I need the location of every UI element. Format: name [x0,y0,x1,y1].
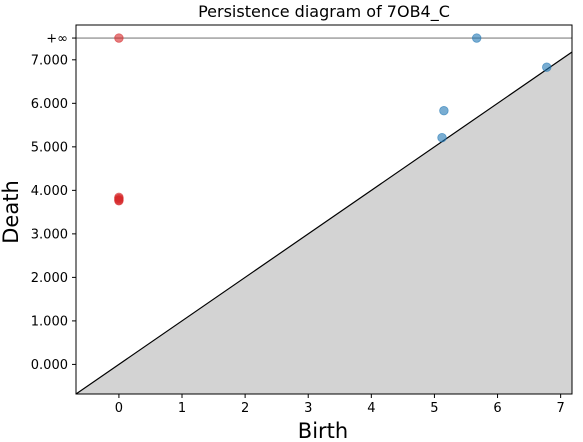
y-tick-label: 3.000 [31,227,68,242]
y-tick-label: 2.000 [31,271,68,286]
x-tick-label: 7 [557,401,565,416]
y-tick-label: 5.000 [31,140,68,155]
x-tick-label: 3 [304,401,312,416]
data-point-series0-4 [114,196,124,206]
x-axis-label: Birth [298,419,348,442]
data-point-series1-1 [542,62,552,72]
y-axis-label: Death [0,180,23,244]
plot-frame [75,24,573,395]
x-tick-label: 0 [115,401,123,416]
y-tick-label: 6.000 [31,97,68,112]
x-tick-label: 2 [241,401,249,416]
x-tick-label: 6 [493,401,501,416]
data-point-series0-0 [114,33,124,43]
y-tick-label: 0.000 [31,358,68,373]
x-tick-label: 5 [430,401,438,416]
x-tick-label: 4 [367,401,375,416]
plot-area [76,33,572,394]
y-tick-label: 7.000 [31,53,68,68]
infinity-tick-label: +∞ [46,32,68,47]
y-tick-label: 4.000 [31,184,68,199]
chart-title: Persistence diagram of 7OB4_C [198,2,450,22]
data-point-series1-0 [472,33,482,43]
diagonal-line [76,51,572,394]
x-tick-label: 1 [178,401,186,416]
axes: 0 1 2 3 4 5 6 7 0.000 1.000 2.000 3.000 4.000 5.000 6.… [31,24,573,416]
data-point-series1-2 [439,106,449,116]
y-tick-label: 1.000 [31,314,68,329]
data-point-series1-3 [437,133,447,143]
